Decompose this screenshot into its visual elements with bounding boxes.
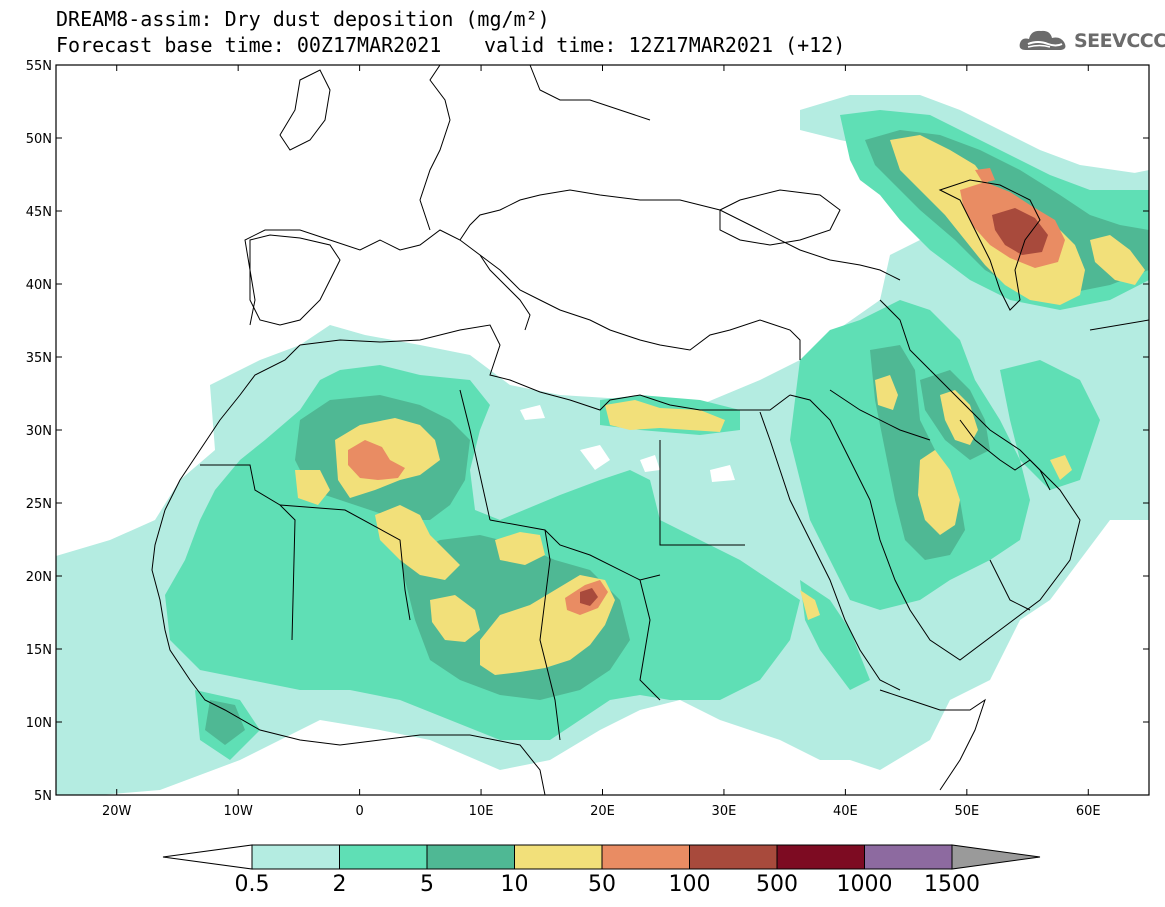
colorbar-swatch bbox=[426, 844, 515, 870]
lon-tick-label: 10W bbox=[223, 804, 253, 819]
colorbar-swatch bbox=[514, 844, 603, 870]
colorbar-swatch bbox=[251, 844, 340, 870]
colorbar-label: 500 bbox=[756, 872, 798, 897]
lon-tick-label: 50E bbox=[954, 804, 979, 819]
seevccc-logo: SEEVCCC bbox=[1018, 26, 1165, 56]
logo-text: SEEVCCC bbox=[1074, 30, 1165, 52]
lat-tick-label: 50N bbox=[26, 132, 52, 147]
longitude-axis: 20W 10W 0 10E 20E 30E 40E 50E 60E bbox=[102, 65, 1101, 819]
colorbar-label: 50 bbox=[588, 872, 616, 897]
colorbar-label: 1500 bbox=[924, 872, 980, 897]
latitude-axis: 55N 50N 45N 40N 35N 30N 25N 20N 15N 10N 5N bbox=[26, 59, 1149, 804]
lat-tick-label: 20N bbox=[26, 570, 52, 585]
contour-holes bbox=[520, 405, 735, 482]
lat-tick-label: 5N bbox=[34, 789, 52, 804]
lat-tick-label: 25N bbox=[26, 497, 52, 512]
colorbar-label: 5 bbox=[420, 872, 434, 897]
cloud-icon bbox=[1019, 30, 1066, 50]
lat-tick-label: 40N bbox=[26, 278, 52, 293]
map-title: DREAM8-assim: Dry dust deposition (mg/m²… bbox=[56, 7, 550, 31]
colorbar-label: 2 bbox=[333, 872, 347, 897]
contour-level-100 bbox=[580, 208, 1048, 606]
colorbar-label: 0.5 bbox=[235, 872, 270, 897]
forecast-base-time: Forecast base time: 00Z17MAR2021 bbox=[56, 33, 442, 57]
colorbar: 0.5 2 5 10 50 100 500 1000 1500 bbox=[162, 844, 1041, 897]
colorbar-label: 10 bbox=[501, 872, 529, 897]
lat-tick-label: 55N bbox=[26, 59, 52, 74]
lat-tick-label: 15N bbox=[26, 643, 52, 658]
colorbar-swatch bbox=[339, 844, 428, 870]
dust-deposition-field bbox=[56, 95, 1149, 795]
colorbar-swatch bbox=[864, 844, 953, 870]
lat-tick-label: 45N bbox=[26, 205, 52, 220]
colorbar-swatch bbox=[601, 844, 690, 870]
coastlines-and-borders bbox=[151, 65, 1149, 795]
lon-tick-label: 60E bbox=[1076, 804, 1101, 819]
colorbar-swatch bbox=[776, 844, 865, 870]
colorbar-label: 1000 bbox=[837, 872, 893, 897]
colorbar-swatch bbox=[689, 844, 778, 870]
lat-tick-label: 30N bbox=[26, 424, 52, 439]
lat-tick-label: 10N bbox=[26, 716, 52, 731]
colorbar-label: 100 bbox=[669, 872, 711, 897]
lon-tick-label: 40E bbox=[833, 804, 858, 819]
lon-tick-label: 0 bbox=[355, 804, 363, 819]
colorbar-over-arrow bbox=[951, 844, 1041, 870]
lat-tick-label: 35N bbox=[26, 351, 52, 366]
colorbar-under-arrow bbox=[162, 844, 253, 870]
lon-tick-label: 20E bbox=[590, 804, 615, 819]
lon-tick-label: 10E bbox=[469, 804, 494, 819]
valid-time: valid time: 12Z17MAR2021 (+12) bbox=[484, 33, 846, 57]
lon-tick-label: 30E bbox=[712, 804, 737, 819]
lon-tick-label: 20W bbox=[102, 804, 132, 819]
